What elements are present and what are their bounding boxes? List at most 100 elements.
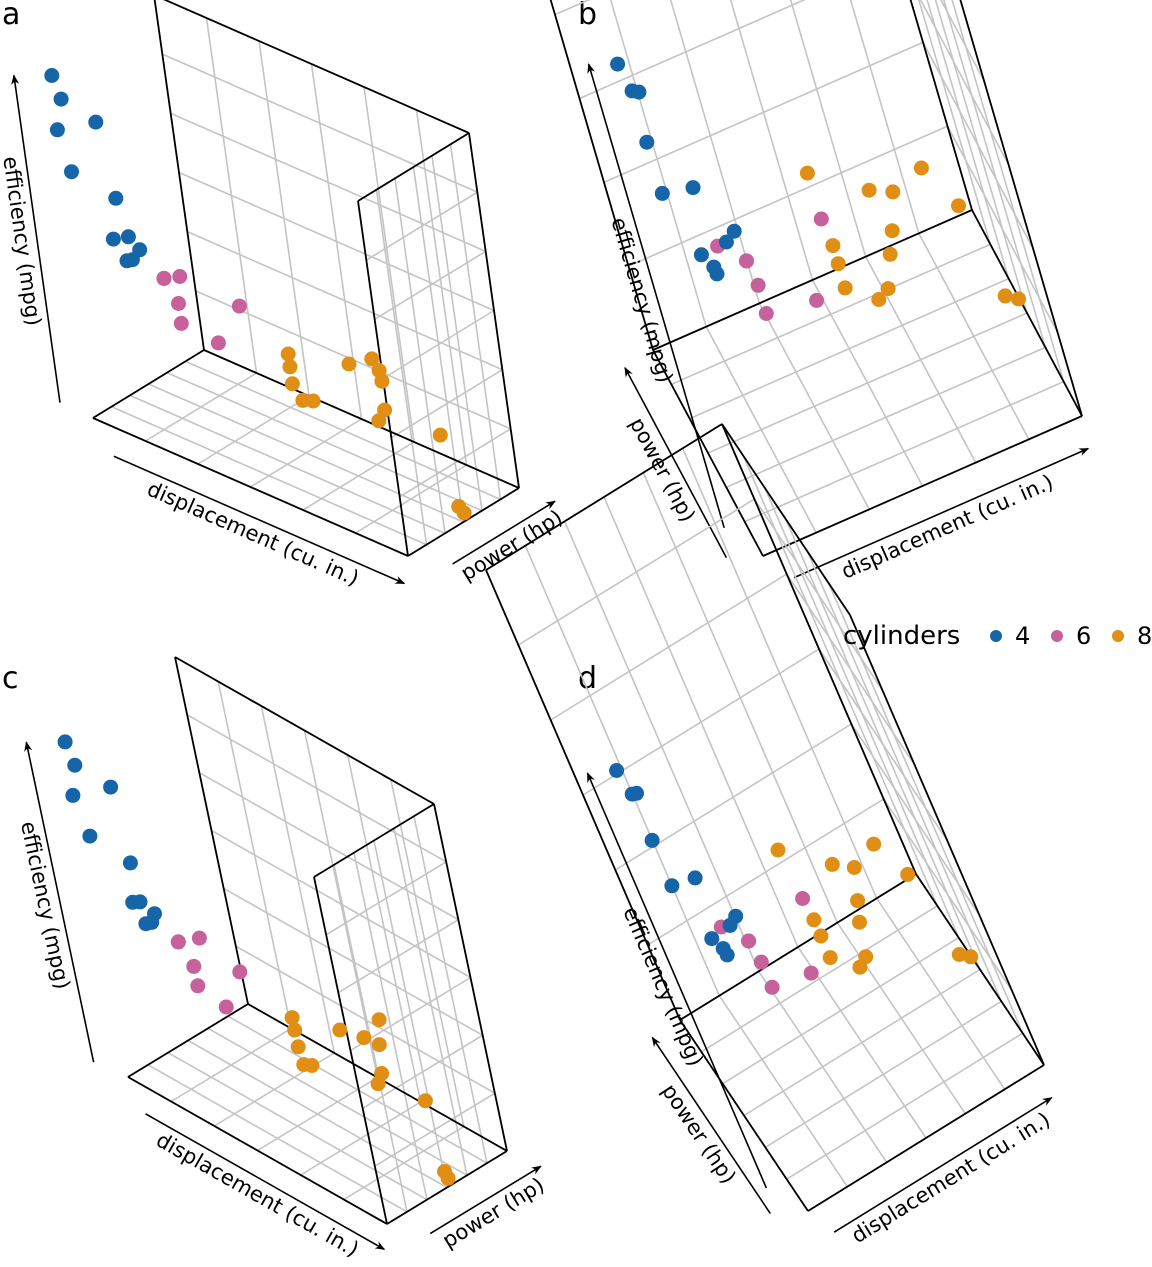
- axis-efficiency-arrow: [586, 772, 768, 1189]
- point-cyl-8: [332, 1022, 348, 1038]
- box-edge: [485, 569, 681, 1021]
- point-cyl-8: [799, 165, 815, 181]
- point-cyl-8: [900, 867, 916, 882]
- point-cyl-6: [232, 964, 248, 980]
- point-cyl-6: [171, 296, 186, 311]
- box-edge: [313, 876, 388, 1225]
- gridline-wall: [186, 714, 447, 863]
- gridline-wall: [517, 498, 755, 646]
- axis-displacement-title: displacement (cu. in.): [838, 470, 1057, 584]
- point-cyl-8: [852, 959, 868, 975]
- point-cyl-8: [284, 1010, 300, 1026]
- box-edge: [721, 423, 851, 616]
- point-cyl-6: [190, 978, 206, 994]
- axis-power-arrow: [452, 500, 556, 565]
- panel-c: displacement (cu. in.) power (hp) efficien…: [16, 656, 549, 1262]
- gridline-wall: [940, 0, 985, 82]
- axis-power-arrow: [429, 1165, 542, 1235]
- point-cyl-8: [885, 184, 901, 200]
- panel-label-c: c: [2, 661, 19, 696]
- panel-label-b: b: [578, 0, 597, 32]
- box-edge: [679, 1019, 809, 1212]
- axis-power-title: power (hp): [625, 414, 700, 526]
- point-cyl-6: [172, 269, 188, 284]
- point-cyl-8: [997, 288, 1013, 304]
- axis-efficiency-title: efficiency (mpg): [16, 819, 75, 991]
- point-cyl-6: [795, 891, 811, 906]
- gridline-floor: [707, 312, 1028, 454]
- point-cyl-8: [822, 950, 838, 966]
- point-cyl-4: [105, 231, 121, 247]
- axis-displacement-arrow: [113, 455, 406, 585]
- point-cyl-8: [356, 1030, 372, 1046]
- point-cyl-6: [231, 298, 247, 314]
- point-cyl-8: [295, 392, 311, 408]
- gridline-wall: [579, 0, 806, 100]
- gridline-wall: [550, 573, 788, 721]
- point-cyl-8: [852, 914, 867, 930]
- axis-displacement-arrow: [793, 447, 1090, 579]
- axis-efficiency-title: efficiency (mpg): [618, 903, 708, 1070]
- box-edge: [433, 803, 508, 1152]
- point-cyl-6: [218, 999, 234, 1015]
- point-cyl-8: [866, 836, 882, 852]
- point-cyl-6: [750, 277, 766, 293]
- point-cyl-8: [371, 413, 387, 429]
- box-edge: [357, 132, 470, 202]
- box-edge: [468, 132, 520, 489]
- box-edge: [313, 803, 435, 878]
- point-cyl-8: [770, 842, 786, 858]
- point-cyl-4: [120, 229, 136, 245]
- panel-b: displacement (cu. in.) power (hp) efficien…: [549, 0, 1090, 584]
- axis-efficiency-arrow: [587, 63, 725, 529]
- legend-marker-4: [990, 630, 1002, 642]
- point-cyl-8: [371, 1037, 387, 1053]
- point-cyl-4: [49, 122, 65, 138]
- box-edge: [849, 614, 1045, 1066]
- point-cyl-8: [913, 160, 929, 176]
- point-cyl-4: [64, 164, 79, 180]
- axis-efficiency-title: efficiency (mpg): [607, 215, 678, 386]
- box-edge: [174, 656, 435, 805]
- gridline-floor: [836, 922, 966, 1115]
- legend-label-6: 6: [1076, 622, 1091, 650]
- box-edge: [549, 0, 654, 351]
- point-cyl-4: [719, 947, 735, 963]
- legend-label-8: 8: [1137, 622, 1152, 650]
- point-cyl-4: [122, 855, 138, 871]
- box-edge: [92, 349, 205, 419]
- gridline-wall: [178, 171, 495, 312]
- panel-label-a: a: [2, 0, 20, 32]
- point-cyl-8: [850, 893, 866, 909]
- axis-displacement-arrow: [833, 1096, 1053, 1233]
- point-cyl-8: [830, 256, 846, 272]
- box-edge: [679, 873, 917, 1021]
- point-cyl-6: [813, 211, 829, 227]
- gridline-floor: [355, 464, 467, 534]
- point-cyl-4: [624, 786, 640, 802]
- legend-label-4: 4: [1015, 622, 1030, 650]
- point-cyl-8: [417, 1093, 433, 1109]
- box-edge: [163, 0, 470, 134]
- point-cyl-4: [728, 908, 744, 924]
- gridline-wall: [742, 455, 939, 907]
- point-cyl-8: [861, 182, 877, 198]
- point-cyl-8: [290, 1039, 306, 1055]
- point-cyl-4: [65, 787, 81, 803]
- gridline-wall: [325, 861, 447, 936]
- box-edge: [386, 1150, 508, 1225]
- point-cyl-8: [371, 1012, 387, 1028]
- point-cyl-4: [709, 266, 725, 282]
- point-cyl-4: [57, 734, 73, 750]
- gridline-floor: [185, 360, 501, 501]
- box-edge: [721, 423, 917, 875]
- gridline-floor: [227, 1015, 488, 1164]
- axis-power-title: power (hp): [457, 505, 567, 585]
- point-cyl-4: [610, 56, 626, 72]
- point-cyl-6: [803, 965, 819, 981]
- axis-efficiency-arrow: [24, 741, 95, 1063]
- box-edge: [407, 487, 520, 557]
- point-cyl-8: [846, 860, 862, 875]
- point-cyl-6: [758, 306, 774, 321]
